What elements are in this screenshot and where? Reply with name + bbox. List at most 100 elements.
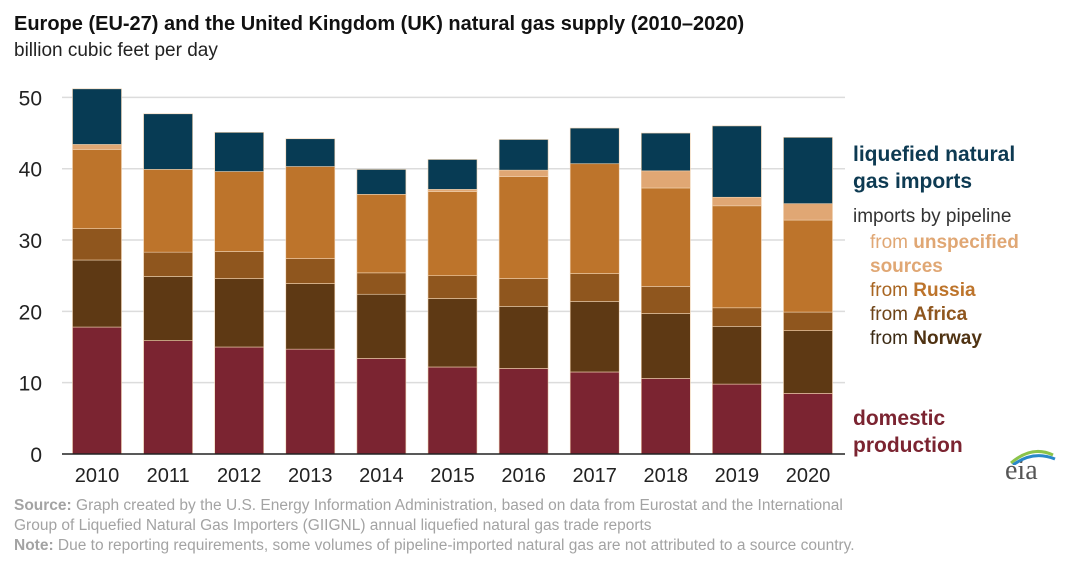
bar-segment-from-Russia (427, 191, 478, 277)
x-tick-label: 2019 (715, 465, 760, 487)
source-label: Source: (14, 497, 72, 514)
y-tick-label: 50 (19, 87, 42, 110)
bar-segment-from-unspecified-sources (783, 203, 833, 221)
bar-segment-domestic-production (143, 340, 193, 455)
bar-segment-from-Africa (356, 272, 407, 295)
bar-segment-from-Russia (569, 163, 620, 274)
bar-segment-from-unspecified-sources (640, 170, 691, 189)
bar-segment-from-Africa (569, 273, 620, 302)
legend-from: from (870, 280, 908, 301)
bar-segment-from-Africa (285, 258, 336, 284)
bar-segment-liquefied-natural-gas-imports (427, 159, 478, 190)
footer-source-2: Group of Liquefied Natural Gas Importers… (14, 517, 652, 534)
bar-segment-from-Norway (72, 259, 122, 328)
y-tick-label: 40 (19, 159, 42, 182)
x-tick-label: 2017 (572, 465, 617, 487)
bar-segment-from-unspecified-sources (498, 169, 549, 177)
bar-segment-from-Norway (143, 276, 193, 341)
legend-pipeline: imports by pipeline (853, 206, 1012, 227)
bar-segment-from-Norway (640, 313, 691, 379)
footer-source: Source: Graph created by the U.S. Energy… (14, 497, 843, 515)
bar-segment-domestic-production (427, 366, 478, 455)
bar-segment-from-Norway (214, 278, 264, 348)
bar-segment-from-unspecified-sources (712, 196, 762, 207)
bar-segment-liquefied-natural-gas-imports (214, 132, 264, 172)
bar-segment-from-Africa (640, 286, 691, 314)
bar-segment-from-Africa (712, 307, 762, 327)
bar-segment-liquefied-natural-gas-imports (143, 113, 193, 170)
bar-segment-from-Norway (285, 283, 336, 350)
eia-logo-arc-icon (1010, 449, 1056, 465)
bar-segment-from-Norway (783, 330, 833, 394)
legend-from: from (870, 304, 908, 325)
bar-segment-from-Africa (783, 311, 833, 331)
bar-segment-domestic-production (214, 346, 264, 455)
bar-segment-from-Norway (712, 326, 762, 385)
bar-segment-from-unspecified-sources (72, 144, 122, 150)
x-tick-label: 2011 (147, 465, 190, 487)
x-tick-label: 2015 (430, 465, 475, 487)
chart-subtitle: billion cubic feet per day (14, 40, 218, 61)
y-tick-label: 10 (19, 373, 42, 396)
bar-segment-domestic-production (72, 326, 122, 455)
bar-segment-liquefied-natural-gas-imports (498, 139, 549, 171)
bar-segment-liquefied-natural-gas-imports (569, 127, 620, 165)
legend-russia-label: Russia (913, 280, 976, 301)
bar-segment-liquefied-natural-gas-imports (72, 88, 122, 145)
bar-segment-domestic-production (569, 371, 620, 455)
bar-segment-domestic-production (498, 368, 549, 455)
bar-segment-domestic-production (356, 358, 407, 455)
y-tick-label: 20 (19, 301, 42, 324)
legend-unspecified-label: unspecified sources (870, 232, 1019, 277)
legend-russia: from Russia (870, 279, 976, 303)
bar-segment-from-Africa (214, 251, 264, 279)
x-tick-label: 2018 (644, 465, 689, 487)
note-text: Due to reporting requirements, some volu… (53, 537, 855, 554)
bar-segment-from-Russia (143, 169, 193, 253)
legend-norway: from Norway (870, 327, 982, 351)
footer-note: Note: Due to reporting requirements, som… (14, 537, 855, 555)
legend-from: from (870, 232, 908, 253)
y-tick-label: 30 (19, 230, 42, 253)
bar-segment-from-Africa (72, 228, 122, 261)
bar-segment-from-Russia (285, 166, 336, 259)
bar-segment-from-Africa (143, 251, 193, 277)
x-tick-label: 2010 (75, 465, 120, 487)
bar-segment-from-Russia (783, 219, 833, 313)
bar-segment-from-Russia (498, 176, 549, 279)
bar-segment-domestic-production (285, 348, 336, 455)
source-text: Graph created by the U.S. Energy Informa… (71, 497, 843, 514)
bar-segment-from-Russia (712, 205, 762, 309)
bar-segment-from-Russia (72, 149, 122, 229)
bar-segment-liquefied-natural-gas-imports (783, 137, 833, 204)
bar-segment-domestic-production (640, 378, 691, 455)
bar-segment-liquefied-natural-gas-imports (640, 132, 691, 172)
bar-segment-from-Norway (569, 301, 620, 373)
bar-segment-liquefied-natural-gas-imports (285, 138, 336, 167)
bar-segment-liquefied-natural-gas-imports (356, 169, 407, 195)
bar-segment-domestic-production (783, 393, 833, 455)
bar-segment-from-Russia (640, 187, 691, 287)
legend-domestic: domestic production (853, 407, 963, 457)
x-tick-label: 2012 (217, 465, 262, 487)
x-tick-label: 2013 (288, 465, 333, 487)
bar-segment-from-Africa (427, 275, 478, 299)
bar-segment-from-Africa (498, 278, 549, 307)
x-tick-label: 2020 (786, 465, 831, 487)
bar-segment-domestic-production (712, 383, 762, 455)
x-tick-label: 2016 (501, 465, 546, 487)
note-label: Note: (14, 537, 54, 554)
x-tick-label: 2014 (359, 465, 404, 487)
legend-africa: from Africa (870, 303, 967, 327)
legend-lng: liquefied natural gas imports (853, 143, 1016, 193)
legend-africa-label: Africa (913, 304, 968, 325)
y-tick-label: 0 (30, 444, 42, 467)
bar-segment-from-Norway (427, 298, 478, 368)
eia-logo: eia (1005, 449, 1056, 487)
legend-norway-label: Norway (913, 328, 982, 349)
bar-segment-liquefied-natural-gas-imports (712, 125, 762, 198)
bar-segment-from-Norway (356, 293, 407, 359)
bar-segment-from-unspecified-sources (427, 189, 478, 192)
